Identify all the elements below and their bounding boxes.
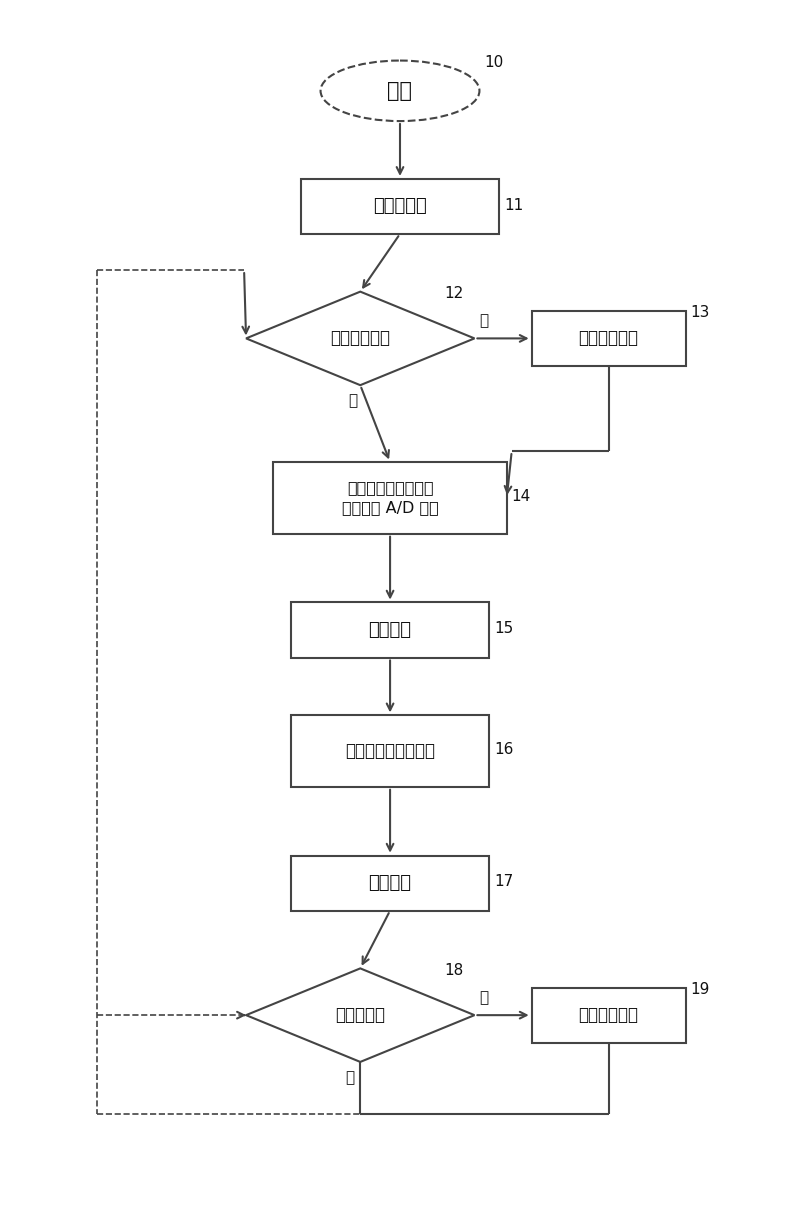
Text: 12: 12 bbox=[445, 286, 464, 302]
Text: 是: 是 bbox=[479, 314, 489, 328]
Text: 13: 13 bbox=[690, 305, 710, 320]
Text: 11: 11 bbox=[504, 197, 523, 213]
Text: 数値显示: 数値显示 bbox=[369, 874, 411, 893]
Text: 数値计算及逻辑分析: 数値计算及逻辑分析 bbox=[345, 742, 435, 760]
Text: 18: 18 bbox=[445, 963, 464, 978]
Text: 执行串口中断: 执行串口中断 bbox=[578, 1006, 638, 1024]
Bar bbox=[531, 987, 686, 1042]
Bar bbox=[301, 179, 499, 233]
Text: 初始化模块: 初始化模块 bbox=[373, 197, 427, 215]
Text: 10: 10 bbox=[485, 55, 504, 71]
Bar bbox=[290, 715, 490, 787]
Bar bbox=[531, 311, 686, 366]
Text: 开始: 开始 bbox=[387, 80, 413, 101]
Text: 采集温湿度及母排温
度値进行 A/D 转换: 采集温湿度及母排温 度値进行 A/D 转换 bbox=[342, 480, 438, 516]
Text: 否: 否 bbox=[346, 1070, 354, 1085]
Text: 15: 15 bbox=[494, 621, 514, 636]
Bar bbox=[290, 602, 490, 658]
Bar bbox=[274, 462, 506, 534]
Text: 16: 16 bbox=[494, 742, 514, 758]
Bar bbox=[290, 856, 490, 911]
Text: 有串口中断: 有串口中断 bbox=[335, 1006, 386, 1024]
Text: 有定时中断？: 有定时中断？ bbox=[330, 330, 390, 348]
Text: 否: 否 bbox=[348, 393, 358, 409]
Text: 是: 是 bbox=[479, 990, 489, 1004]
Text: 执行定时中断: 执行定时中断 bbox=[578, 330, 638, 348]
Text: 19: 19 bbox=[690, 983, 710, 997]
Text: 17: 17 bbox=[494, 874, 514, 889]
Text: 14: 14 bbox=[512, 489, 531, 505]
Text: 数据存储: 数据存储 bbox=[369, 621, 411, 640]
